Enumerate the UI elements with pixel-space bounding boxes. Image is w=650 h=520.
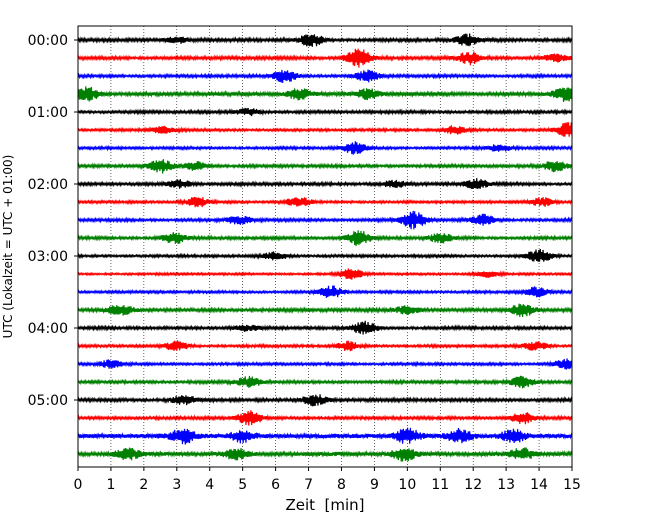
trace-0045 bbox=[77, 86, 573, 102]
x-tick-label: 15 bbox=[563, 477, 581, 493]
x-tick-label: 3 bbox=[172, 477, 181, 493]
trace-0100 bbox=[77, 107, 573, 117]
trace-0515 bbox=[77, 410, 573, 426]
x-tick-label: 7 bbox=[304, 477, 313, 493]
trace-0530 bbox=[77, 427, 573, 445]
trace-0315 bbox=[77, 268, 573, 280]
trace-0145 bbox=[77, 159, 573, 174]
x-tick-label: 0 bbox=[74, 477, 83, 493]
trace-0130 bbox=[77, 141, 573, 155]
trace-0015 bbox=[77, 48, 573, 68]
trace-series bbox=[77, 33, 573, 462]
y-tick-label: 03:00 bbox=[28, 249, 68, 265]
trace-0445 bbox=[77, 375, 573, 389]
trace-0115 bbox=[77, 122, 573, 137]
y-tick-label: 04:00 bbox=[28, 321, 68, 337]
x-tick-label: 5 bbox=[238, 477, 247, 493]
x-axis-ticks: 0 1 2 3 4 5 6 7 8 9 10 11 12 13 14 15 bbox=[74, 467, 581, 493]
x-tick-label: 6 bbox=[271, 477, 280, 493]
trace-0000 bbox=[77, 33, 573, 47]
plot-frame bbox=[77, 25, 573, 468]
trace-0230 bbox=[77, 210, 573, 230]
x-tick-label: 11 bbox=[431, 477, 449, 493]
trace-0215 bbox=[77, 196, 573, 208]
trace-0400 bbox=[77, 320, 573, 335]
x-tick-label: 12 bbox=[464, 477, 482, 493]
x-tick-label: 13 bbox=[497, 477, 515, 493]
trace-0415 bbox=[77, 340, 573, 352]
x-tick-label: 9 bbox=[370, 477, 379, 493]
x-tick-label: 14 bbox=[530, 477, 548, 493]
x-tick-label: 1 bbox=[106, 477, 115, 493]
trace-0200 bbox=[77, 178, 573, 190]
trace-0430 bbox=[77, 358, 573, 370]
y-tick-label: 05:00 bbox=[28, 393, 68, 409]
trace-0030 bbox=[77, 69, 573, 83]
trace-0300 bbox=[77, 248, 573, 262]
trace-0500 bbox=[77, 394, 573, 407]
x-tick-label: 4 bbox=[205, 477, 214, 493]
trace-0545 bbox=[77, 447, 573, 462]
trace-0345 bbox=[77, 303, 573, 318]
x-axis-label: Zeit [min] bbox=[285, 496, 364, 514]
y-axis-ticks: 00:00 01:00 02:00 03:00 04:00 05:00 bbox=[28, 33, 78, 409]
y-axis-label: UTC (Lokalzeit = UTC + 01:00) bbox=[1, 155, 15, 339]
y-tick-label: 02:00 bbox=[28, 177, 68, 193]
trace-0330 bbox=[77, 285, 573, 298]
trace-0245 bbox=[77, 230, 573, 247]
x-tick-label: 2 bbox=[139, 477, 148, 493]
x-tick-label: 8 bbox=[337, 477, 346, 493]
y-tick-label: 01:00 bbox=[28, 105, 68, 121]
y-tick-label: 00:00 bbox=[28, 33, 68, 49]
x-tick-label: 10 bbox=[398, 477, 416, 493]
